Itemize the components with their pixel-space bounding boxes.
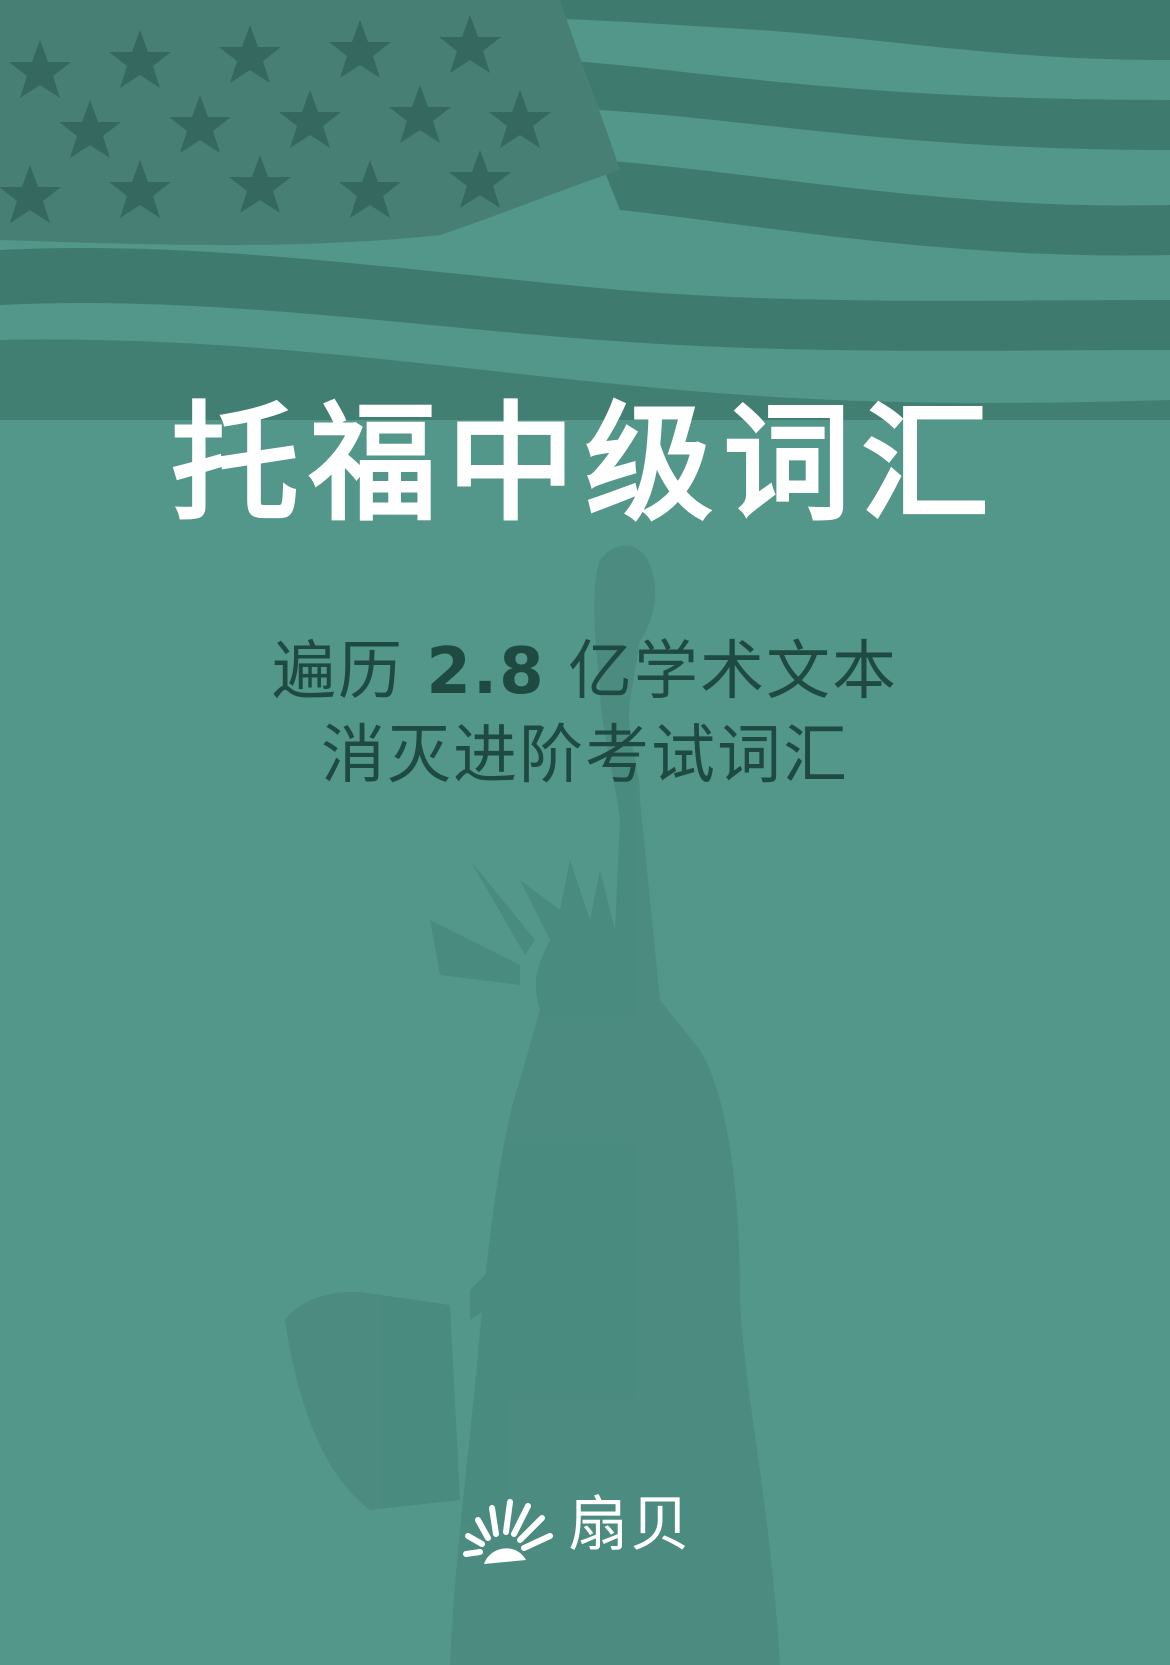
subtitle-highlight-number: 2.8 (426, 635, 546, 709)
subtitle-line-2: 消灭进阶考试词汇 (321, 719, 849, 793)
subtitle-line-1-suffix: 亿学术文本 (545, 635, 899, 709)
subtitle-line-1: 遍历 2.8 亿学术文本 (0, 630, 1170, 714)
cover-title: 托福中级词汇 (170, 390, 999, 539)
shell-rays-icon (463, 1499, 553, 1564)
subtitle-line-1-prefix: 遍历 (271, 635, 427, 709)
brand-logo: 扇贝 (460, 1480, 692, 1570)
american-flag-icon (0, 0, 1170, 420)
brand-name: 扇贝 (568, 1490, 692, 1560)
cover-subtitle: 遍历 2.8 亿学术文本 消灭进阶考试词汇 (0, 630, 1170, 798)
